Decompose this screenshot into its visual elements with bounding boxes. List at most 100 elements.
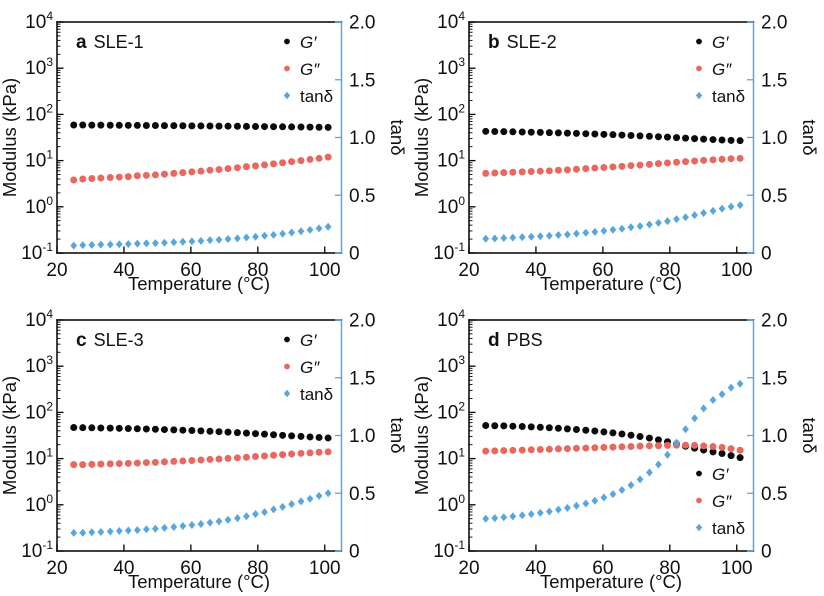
series-tan-delta: [482, 201, 744, 243]
legend: G′ G″ tanδ: [283, 331, 333, 404]
y-right-tick-label: 1.0: [349, 426, 375, 447]
panel-b: 104 103 102 101 100 10-1 20 40 60 80 100 0 0.5 1.0 1.5…: [412, 0, 824, 298]
x-axis-tick-label: 20: [46, 558, 67, 579]
y-axis-title-left: Modulus (kPa): [412, 376, 432, 495]
y-left-tick-label: 103: [25, 353, 53, 377]
panel-c: 104 103 102 101 100 10-1 20 40 60 80 100 0 0.5 1.0 1.5…: [0, 298, 412, 596]
y-axis-right: 0 0.5 1.0 1.5 2.0: [747, 13, 787, 265]
panel-d: 104 103 102 101 100 10-1 20 40 60 80 100 0 0.5 1.0 1.5…: [412, 298, 824, 596]
y-axis-right: 0 0.5 1.0 1.5 2.0: [747, 311, 787, 563]
x-axis-tick-label: 40: [113, 558, 134, 579]
x-axis: 20 40 60 80 100: [458, 246, 753, 281]
y-right-tick-label: 0.5: [761, 484, 787, 505]
x-axis-title: Temperature (°C): [128, 273, 270, 294]
x-axis-tick-label: 100: [309, 260, 341, 281]
y-right-tick-label: 1.5: [761, 70, 787, 91]
y-right-tick-label: 0: [761, 244, 772, 265]
legend-label-g-prime: G′: [300, 33, 317, 52]
y-axis-title-left: Modulus (kPa): [0, 78, 20, 197]
y-left-tick-label: 101: [25, 446, 53, 470]
x-axis-tick-label: 80: [247, 260, 268, 281]
x-axis-tick-label: 60: [592, 558, 613, 579]
y-right-tick-label: 2.0: [761, 13, 787, 34]
y-left-tick-label: 100: [437, 492, 465, 516]
y-axis-right: 0 0.5 1.0 1.5 2.0: [335, 311, 375, 563]
panel-a: 104 103 102 101 100 10-1 20 40 60 80 100 0 0.5 1.0 1.5…: [0, 0, 412, 298]
plot-sle2: 104 103 102 101 100 10-120 40 60 80 100 0 0.5 1.0 1.5…: [412, 9, 820, 294]
x-axis-tick-label: 80: [247, 558, 268, 579]
y-left-tick-label: 104: [25, 9, 53, 33]
y-left-tick-label: 10-1: [21, 538, 53, 562]
legend-marker-g-prime: [696, 470, 702, 477]
y-right-tick-label: 0: [349, 244, 360, 265]
y-left-tick-label: 100: [25, 492, 53, 516]
legend-marker-g-prime: [284, 38, 290, 45]
legend-marker-g-prime: [696, 38, 702, 45]
x-axis-tick-label: 60: [180, 558, 201, 579]
y-right-tick-label: 0.5: [761, 186, 787, 207]
y-right-tick-label: 2.0: [349, 311, 375, 332]
y-axis-title-right: tanδ: [799, 119, 820, 155]
legend: G′ G″ tanδ: [283, 33, 333, 106]
x-axis-tick-label: 60: [592, 260, 613, 281]
panel-label: b SLE-2: [488, 32, 557, 53]
y-left-tick-label: 103: [25, 55, 53, 79]
y-left-tick-label: 100: [437, 194, 465, 218]
y-right-tick-label: 2.0: [761, 311, 787, 332]
y-right-tick-label: 2.0: [349, 13, 375, 34]
y-left-tick-label: 100: [25, 194, 53, 218]
y-right-tick-label: 1.5: [761, 368, 787, 389]
y-right-tick-label: 0.5: [349, 186, 375, 207]
legend-marker-tan-delta: [283, 389, 291, 398]
y-left-tick-label: 101: [437, 446, 465, 470]
x-axis: 20 40 60 80 100: [46, 246, 341, 281]
y-right-tick-label: 0.5: [349, 484, 375, 505]
x-axis-title: Temperature (°C): [540, 273, 682, 294]
y-left-tick-label: 102: [25, 101, 53, 125]
y-right-tick-label: 0: [349, 542, 360, 563]
x-axis: 20 40 60 80 100: [46, 544, 341, 579]
x-axis-tick-label: 60: [180, 260, 201, 281]
y-left-tick-label: 102: [437, 101, 465, 125]
x-axis-tick-label: 100: [721, 260, 753, 281]
x-axis-tick-label: 80: [659, 260, 680, 281]
y-left-tick-label: 10-1: [433, 538, 465, 562]
y-left-tick-label: 103: [437, 55, 465, 79]
legend-marker-g-double-prime: [696, 497, 702, 504]
panel-label: c SLE-3: [76, 330, 144, 351]
series-g-double-prime: [482, 441, 744, 455]
series-g-double-prime: [70, 448, 332, 469]
y-right-tick-label: 1.0: [761, 426, 787, 447]
x-axis-title: Temperature (°C): [540, 571, 682, 592]
y-left-tick-label: 103: [437, 353, 465, 377]
plot-sle1: 104 103 102 101 100 10-120 40 60 80 100 0 0.5 1.0 1.5…: [0, 9, 408, 294]
series-g-prime: [482, 127, 744, 145]
series-tan-delta: [70, 222, 332, 250]
y-axis-title-right: tanδ: [799, 417, 820, 453]
y-left-tick-label: 101: [437, 148, 465, 172]
legend: G′ G″ tanδ: [695, 465, 745, 538]
panel-label: d PBS: [488, 330, 543, 351]
y-left-tick-label: 102: [437, 399, 465, 423]
y-left-tick-label: 10-1: [21, 240, 53, 264]
legend-marker-tan-delta: [695, 91, 703, 100]
legend-marker-g-double-prime: [696, 65, 702, 72]
series-g-prime: [70, 424, 332, 442]
legend-marker-g-double-prime: [284, 65, 290, 72]
y-axis-right: 0 0.5 1.0 1.5 2.0: [335, 13, 375, 265]
legend-label-g-prime: G′: [712, 465, 729, 484]
y-axis-left: 104 103 102 101 100 10-1: [433, 9, 476, 264]
y-right-tick-label: 1.5: [349, 70, 375, 91]
legend-label-g-prime: G′: [300, 331, 317, 350]
legend-label-tan-delta: tanδ: [712, 519, 745, 538]
plot-frame: [468, 319, 755, 552]
legend-label-tan-delta: tanδ: [712, 87, 745, 106]
y-left-tick-label: 101: [25, 148, 53, 172]
x-axis-title: Temperature (°C): [128, 571, 270, 592]
legend-marker-tan-delta: [283, 91, 291, 100]
x-axis-tick-label: 40: [525, 558, 546, 579]
series-g-prime: [482, 422, 744, 462]
panel-label: a SLE-1: [76, 32, 144, 53]
series-g-double-prime: [482, 154, 744, 177]
y-left-tick-label: 104: [437, 307, 465, 331]
